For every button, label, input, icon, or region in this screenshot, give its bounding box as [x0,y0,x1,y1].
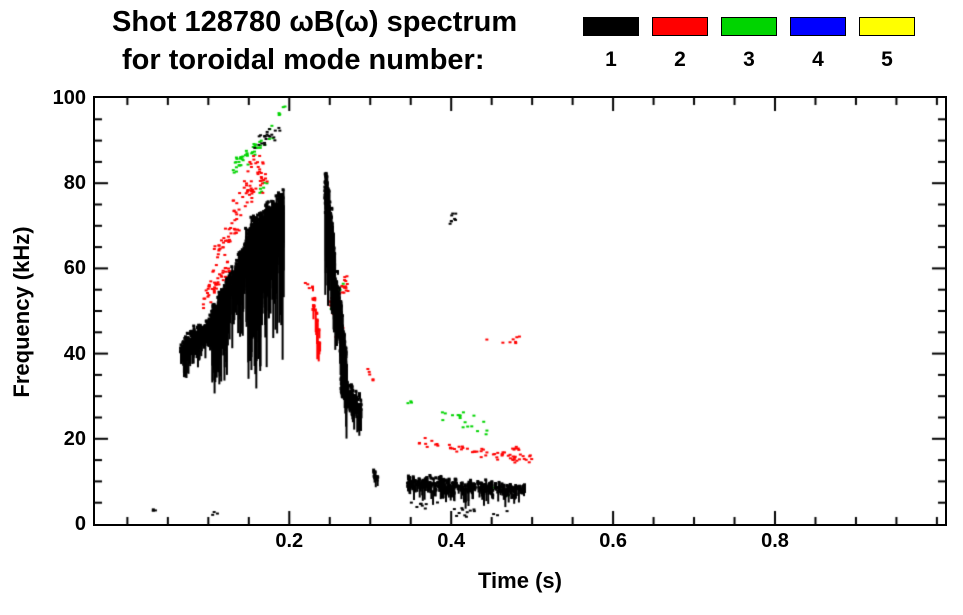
y-tick-label-40: 40 [63,342,86,365]
legend-swatch-mode-3 [721,17,777,36]
y-tick-label-80: 80 [63,172,86,195]
legend-swatch-mode-1 [583,17,639,36]
y-axis-title: Frequency (kHz) [9,226,34,398]
legend-swatch-mode-4 [790,17,846,36]
y-tick-label-100: 100 [52,87,86,109]
x-tick-label-0.6: 0.6 [599,530,627,552]
x-tick-label-0.4: 0.4 [437,530,466,552]
legend-label-mode-4: 4 [812,48,824,71]
x-axis-title: Time (s) [478,568,562,593]
y-tick-label-60: 60 [63,257,86,280]
spectrogram-canvas [95,98,945,524]
mode-legend-numbers: 1 2 3 4 5 [583,48,915,72]
y-tick-label-20: 20 [63,427,86,450]
y-tick-label-0: 0 [74,513,86,535]
legend-label-mode-3: 3 [743,48,755,71]
legend-swatch-mode-5 [859,17,915,36]
legend-label-mode-2: 2 [674,48,686,71]
x-tick-label-0.2: 0.2 [275,530,304,552]
legend-label-mode-5: 5 [881,48,893,71]
x-tick-label-0.8: 0.8 [761,530,789,552]
plot-frame [93,96,947,526]
mode-legend-swatches [583,17,915,36]
plot-title-line2: for toroidal mode number: [122,44,485,76]
legend-swatch-mode-2 [652,17,708,36]
legend-label-mode-1: 1 [605,48,617,71]
plot-title-line1: Shot 128780 ωB(ω) spectrum [112,6,518,38]
